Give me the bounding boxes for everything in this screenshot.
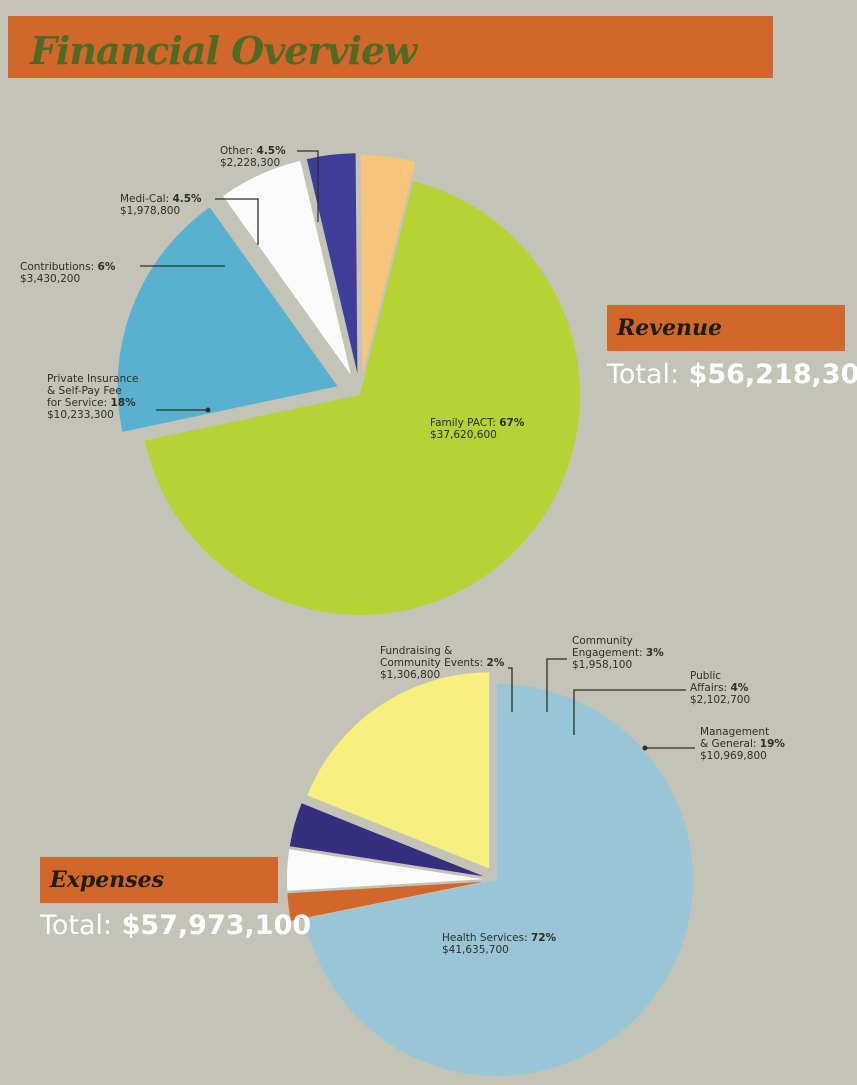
label-private-insurance-line: & Self-Pay Fee bbox=[47, 385, 122, 397]
label-other: Other: 4.5% $2,228,300 bbox=[220, 145, 286, 169]
revenue-pie-slice-private-insurance-self-pay-fee-for-service bbox=[117, 207, 338, 432]
label-family-pact-line: Family PACT: bbox=[430, 417, 499, 429]
revenue-pie-slice-other bbox=[360, 155, 416, 376]
revenue-pie-slice-family-pact bbox=[144, 181, 581, 615]
label-contributions-line: Contributions: bbox=[20, 261, 98, 273]
label-medi-cal-percent: 4.5% bbox=[172, 193, 202, 205]
label-fundraising: Fundraising & Community Events: 2% $1,306,… bbox=[380, 645, 505, 681]
expenses-pie-slice-management-general bbox=[307, 672, 490, 869]
expenses-heading: Expenses bbox=[50, 867, 165, 893]
label-private-insurance-line: Private Insurance bbox=[47, 373, 138, 385]
label-community-engagement-percent: 3% bbox=[646, 647, 664, 659]
label-management-general: Management & General: 19% $10,969,800 bbox=[700, 726, 785, 762]
label-community-engagement: Community Engagement: 3% $1,958,100 bbox=[572, 635, 664, 671]
label-health-services-amount: $41,635,700 bbox=[442, 944, 509, 956]
label-community-engagement-line: Engagement: bbox=[572, 647, 646, 659]
label-family-pact-percent: 67% bbox=[499, 417, 525, 429]
label-public-affairs-line: Affairs: bbox=[690, 682, 730, 694]
revenue-pie-slice-contributions bbox=[223, 160, 351, 375]
revenue-banner: Revenue bbox=[607, 305, 845, 351]
revenue-pie-slices bbox=[117, 153, 581, 615]
expenses-pie-slice-public-affairs bbox=[289, 803, 484, 877]
revenue-total-label: Total: bbox=[607, 359, 680, 390]
revenue-pie-slice-medi-cal bbox=[306, 153, 358, 374]
expenses-total-label: Total: bbox=[40, 910, 113, 941]
label-public-affairs-percent: 4% bbox=[730, 682, 748, 694]
label-other-line: Other: bbox=[220, 145, 257, 157]
label-management-general-line: & General: bbox=[700, 738, 760, 750]
leader-fundraising bbox=[508, 667, 513, 712]
label-health-services-percent: 72% bbox=[531, 932, 557, 944]
expenses-pie-slice-community-engagement bbox=[286, 849, 483, 891]
label-medi-cal: Medi-Cal: 4.5% $1,978,800 bbox=[120, 193, 202, 217]
revenue-total-value: $56,218,300 bbox=[688, 359, 857, 390]
label-community-engagement-amount: $1,958,100 bbox=[572, 659, 632, 671]
revenue-total: Total: $56,218,300 bbox=[607, 359, 857, 390]
label-management-general-amount: $10,969,800 bbox=[700, 750, 767, 762]
label-health-services: Health Services: 72% $41,635,700 bbox=[442, 932, 557, 956]
label-other-percent: 4.5% bbox=[257, 145, 287, 157]
label-medi-cal-amount: $1,978,800 bbox=[120, 205, 180, 217]
expenses-pie-slice-health-services bbox=[304, 684, 694, 1076]
label-health-services-line: Health Services: bbox=[442, 932, 531, 944]
expenses-pie-slice-fundraising-community-events bbox=[287, 881, 484, 921]
leader-community-engagement bbox=[546, 658, 567, 712]
expenses-banner: Expenses bbox=[40, 857, 278, 903]
leader-management-general-dot bbox=[642, 745, 648, 751]
label-contributions: Contributions: 6% $3,430,200 bbox=[20, 261, 116, 285]
label-fundraising-line: Community Events: bbox=[380, 657, 487, 669]
label-management-general-percent: 19% bbox=[760, 738, 786, 750]
label-public-affairs: Public Affairs: 4% $2,102,700 bbox=[690, 670, 750, 706]
expenses-pie-slices bbox=[286, 672, 694, 1076]
label-private-insurance-line: for Service: bbox=[47, 397, 110, 409]
page-title: Financial Overview bbox=[30, 28, 417, 73]
label-private-insurance-amount: $10,233,300 bbox=[47, 409, 114, 421]
label-family-pact-amount: $37,620,600 bbox=[430, 429, 497, 441]
label-public-affairs-line: Public bbox=[690, 670, 721, 682]
leader-medi-cal bbox=[215, 198, 259, 245]
label-public-affairs-amount: $2,102,700 bbox=[690, 694, 750, 706]
leader-public-affairs bbox=[573, 689, 686, 735]
label-medi-cal-line: Medi-Cal: bbox=[120, 193, 172, 205]
label-management-general-line: Management bbox=[700, 726, 769, 738]
label-family-pact: Family PACT: 67% $37,620,600 bbox=[430, 417, 525, 441]
label-fundraising-percent: 2% bbox=[487, 657, 505, 669]
label-contributions-percent: 6% bbox=[98, 261, 116, 273]
label-fundraising-amount: $1,306,800 bbox=[380, 669, 440, 681]
label-other-amount: $2,228,300 bbox=[220, 157, 280, 169]
label-private-insurance-percent: 18% bbox=[110, 397, 136, 409]
expenses-total-value: $57,973,100 bbox=[121, 910, 312, 941]
label-private-insurance: Private Insurance & Self-Pay Fee for Servi… bbox=[47, 373, 138, 421]
title-banner: Financial Overview bbox=[8, 16, 773, 78]
label-contributions-amount: $3,430,200 bbox=[20, 273, 80, 285]
label-community-engagement-line: Community bbox=[572, 635, 633, 647]
revenue-heading: Revenue bbox=[617, 315, 723, 341]
leader-private-insurance-dot bbox=[205, 407, 211, 413]
expenses-total: Total: $57,973,100 bbox=[40, 910, 311, 941]
leader-other bbox=[297, 150, 319, 222]
label-fundraising-line: Fundraising & bbox=[380, 645, 452, 657]
